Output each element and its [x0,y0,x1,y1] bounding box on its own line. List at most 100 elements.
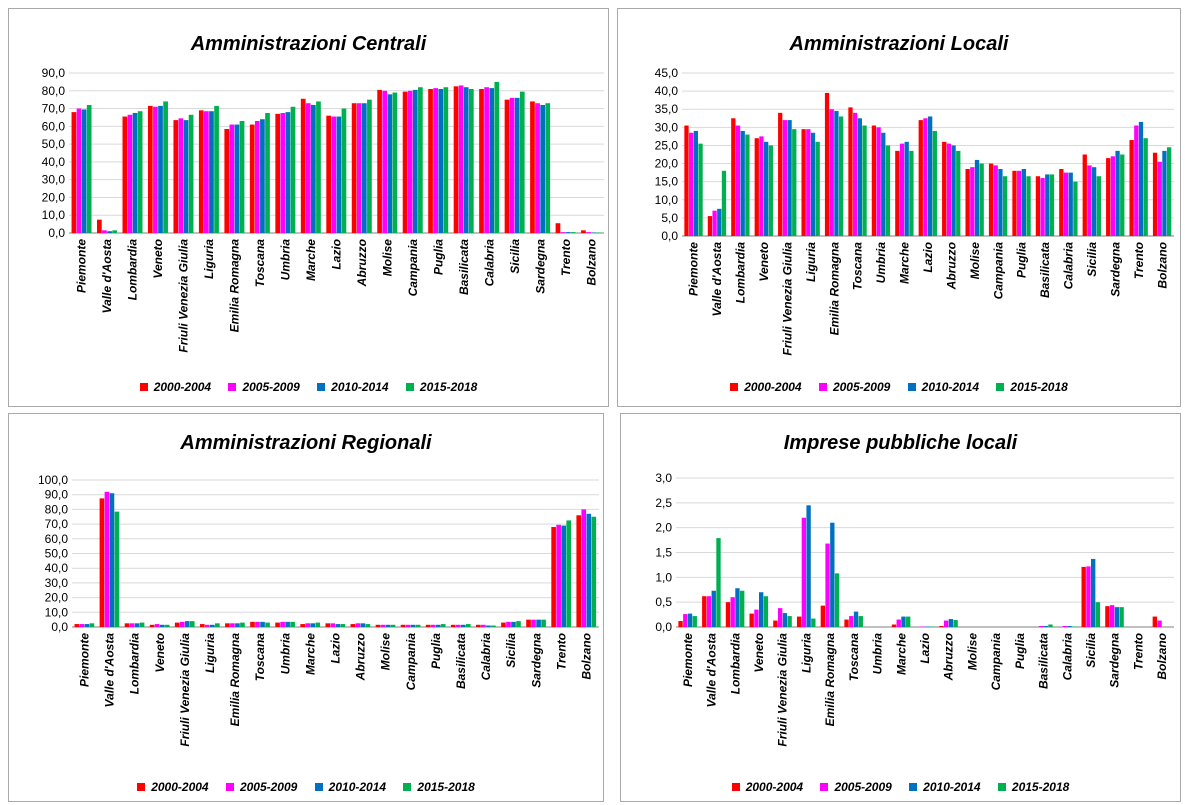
y-tick-label: 100,0 [38,473,68,487]
y-tick-label: 90,0 [45,488,69,502]
bar [953,620,958,627]
bar [183,120,189,233]
x-tick-label: Lombardia [734,242,748,304]
bar [174,622,180,627]
bar [360,623,366,627]
bar [712,210,717,236]
bar [147,105,153,233]
bar [229,124,235,233]
x-tick-label: Bolzano [584,239,598,286]
bar [570,232,576,233]
bar [240,622,245,627]
chart-legend: 2000-2004 2005-2009 2010-2014 2015-2018 [621,780,1180,794]
x-tick-label: Toscana [253,633,267,682]
bar [435,624,441,627]
x-tick-label: Toscana [253,239,267,288]
y-tick-label: 40,0 [655,84,679,98]
bar [455,624,461,627]
bar [535,103,540,233]
bar [545,103,551,233]
bar [205,624,210,627]
y-tick-label: 70,0 [45,517,69,531]
x-tick-label: Friuli Venezia Giulia [780,242,794,356]
chart-title: Amministrazioni Regionali [180,432,432,454]
x-tick-label: Campania [989,633,1003,691]
bar [209,111,214,233]
bar [678,621,683,627]
bar [782,613,788,627]
bar [330,623,336,627]
legend-item: 2005-2009 [820,780,892,794]
x-tick-label: Toscana [851,242,865,291]
legend-item: 2010-2014 [317,380,389,394]
bar [730,597,735,627]
legend-item: 2000-2004 [139,380,211,394]
bar [702,596,707,627]
chart-legend: 2000-2004 2005-2009 2010-2014 2015-2018 [9,380,608,394]
bar [173,120,179,233]
x-tick-label: Molise [380,239,394,277]
bar [122,116,128,233]
bar [1166,147,1172,236]
bar [153,106,158,233]
y-tick-label: 30,0 [42,173,66,187]
y-tick-label: 35,0 [655,102,679,116]
bar [689,132,694,236]
bar [815,141,820,236]
x-tick-label: Emilia Romagna [827,242,841,336]
bar [838,116,844,236]
bar [460,624,466,627]
bar [928,116,933,236]
x-tick-label: Abruzzo [942,633,956,681]
x-tick-label: Marche [898,242,912,284]
x-tick-label: Valle d'Aosta [103,633,117,708]
bar [979,163,984,236]
bar [425,624,431,627]
x-tick-label: Campania [404,633,418,691]
bar [511,621,516,627]
bar [896,619,901,627]
bar [199,624,205,627]
bar [516,621,521,627]
bar [1038,626,1044,627]
y-tick-label: 2,0 [655,521,672,535]
bar [1129,140,1134,236]
bar [149,624,155,627]
bar [350,624,356,627]
bar [1114,607,1120,627]
bar [443,87,449,233]
bar [265,113,270,233]
bar [796,616,802,627]
bar [834,573,840,627]
bar [853,112,858,236]
bar [768,145,773,236]
bar [430,624,436,627]
bar [965,168,970,236]
bar [418,87,423,233]
bar [109,493,115,627]
bar [137,111,143,233]
bar [387,94,393,233]
bar [392,92,398,233]
bar [683,614,688,627]
bar [1120,154,1125,236]
y-tick-label: 0,5 [655,595,672,609]
y-tick-label: 50,0 [45,547,69,561]
y-tick-label: 0,0 [655,620,672,634]
bar [107,231,112,233]
bar [948,619,954,627]
y-tick-label: 0,0 [48,226,65,240]
bar [778,112,783,236]
bar [555,223,561,233]
y-tick-label: 1,5 [655,546,672,560]
bar [504,99,510,234]
bar [479,89,484,233]
y-tick-label: 5,0 [661,211,678,225]
bar [787,616,792,627]
bar [265,622,270,627]
bar [89,623,95,627]
bar [465,624,471,627]
bar [782,120,788,236]
bar [249,124,255,233]
bar [764,141,769,236]
